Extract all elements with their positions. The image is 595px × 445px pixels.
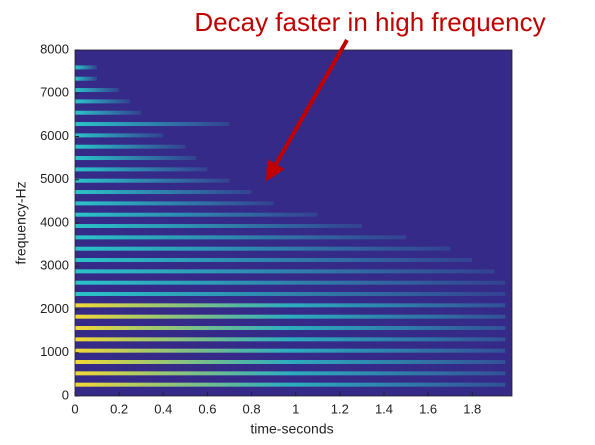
harmonic-band	[75, 99, 131, 104]
harmonic-band	[75, 88, 120, 93]
harmonic-band	[75, 156, 197, 161]
harmonic-band	[75, 337, 506, 342]
y-tick-label: 3000	[40, 258, 69, 273]
harmonic-band	[75, 348, 506, 353]
plot-background	[75, 50, 512, 396]
harmonic-band	[75, 371, 506, 376]
harmonic-band	[75, 201, 274, 206]
x-tick-label: 0.6	[198, 401, 216, 416]
harmonic-band	[75, 190, 252, 195]
harmonic-band	[75, 246, 451, 251]
annotation-arrow	[266, 39, 349, 182]
x-tick-label: 1.4	[375, 401, 393, 416]
x-tick-label: 0	[71, 401, 78, 416]
harmonic-band	[75, 280, 506, 285]
y-tick-label: 1000	[40, 344, 69, 359]
harmonic-band	[75, 144, 186, 149]
harmonic-band	[75, 178, 230, 183]
x-tick-label: 0.4	[154, 401, 172, 416]
y-tick-label: 7000	[40, 85, 69, 100]
x-tick-label: 1.2	[331, 401, 349, 416]
harmonic-band	[75, 258, 473, 263]
x-tick-label: 0.2	[110, 401, 128, 416]
x-tick-label: 1.8	[463, 401, 481, 416]
harmonic-band	[75, 292, 506, 297]
harmonic-band	[75, 382, 506, 387]
harmonic-band	[75, 235, 407, 240]
annotation: Decay faster in high frequency	[194, 7, 545, 37]
harmonic-band	[75, 212, 318, 217]
harmonic-band	[75, 360, 506, 365]
harmonic-band	[75, 224, 362, 229]
harmonic-band	[75, 314, 506, 319]
x-axis-label: time-seconds	[250, 421, 333, 437]
harmonic-band	[75, 167, 208, 172]
harmonic-band	[75, 303, 506, 308]
harmonic-band	[75, 326, 506, 331]
y-tick-label: 2000	[40, 301, 69, 316]
y-tick-label: 8000	[40, 41, 69, 56]
harmonic-band	[75, 76, 98, 81]
harmonic-band	[75, 65, 98, 70]
harmonic-band	[75, 133, 164, 138]
y-axis-label: frequency-Hz	[13, 181, 29, 264]
x-tick-label: 1	[292, 401, 299, 416]
y-tick-label: 0	[62, 387, 69, 402]
y-tick-label: 4000	[40, 214, 69, 229]
harmonic-band	[75, 269, 495, 274]
x-tick-label: 0.8	[243, 401, 261, 416]
harmonic-band	[75, 122, 230, 127]
harmonic-band	[75, 110, 142, 115]
y-tick-label: 6000	[40, 128, 69, 143]
y-tick-label: 5000	[40, 171, 69, 186]
x-tick-label: 1.6	[419, 401, 437, 416]
